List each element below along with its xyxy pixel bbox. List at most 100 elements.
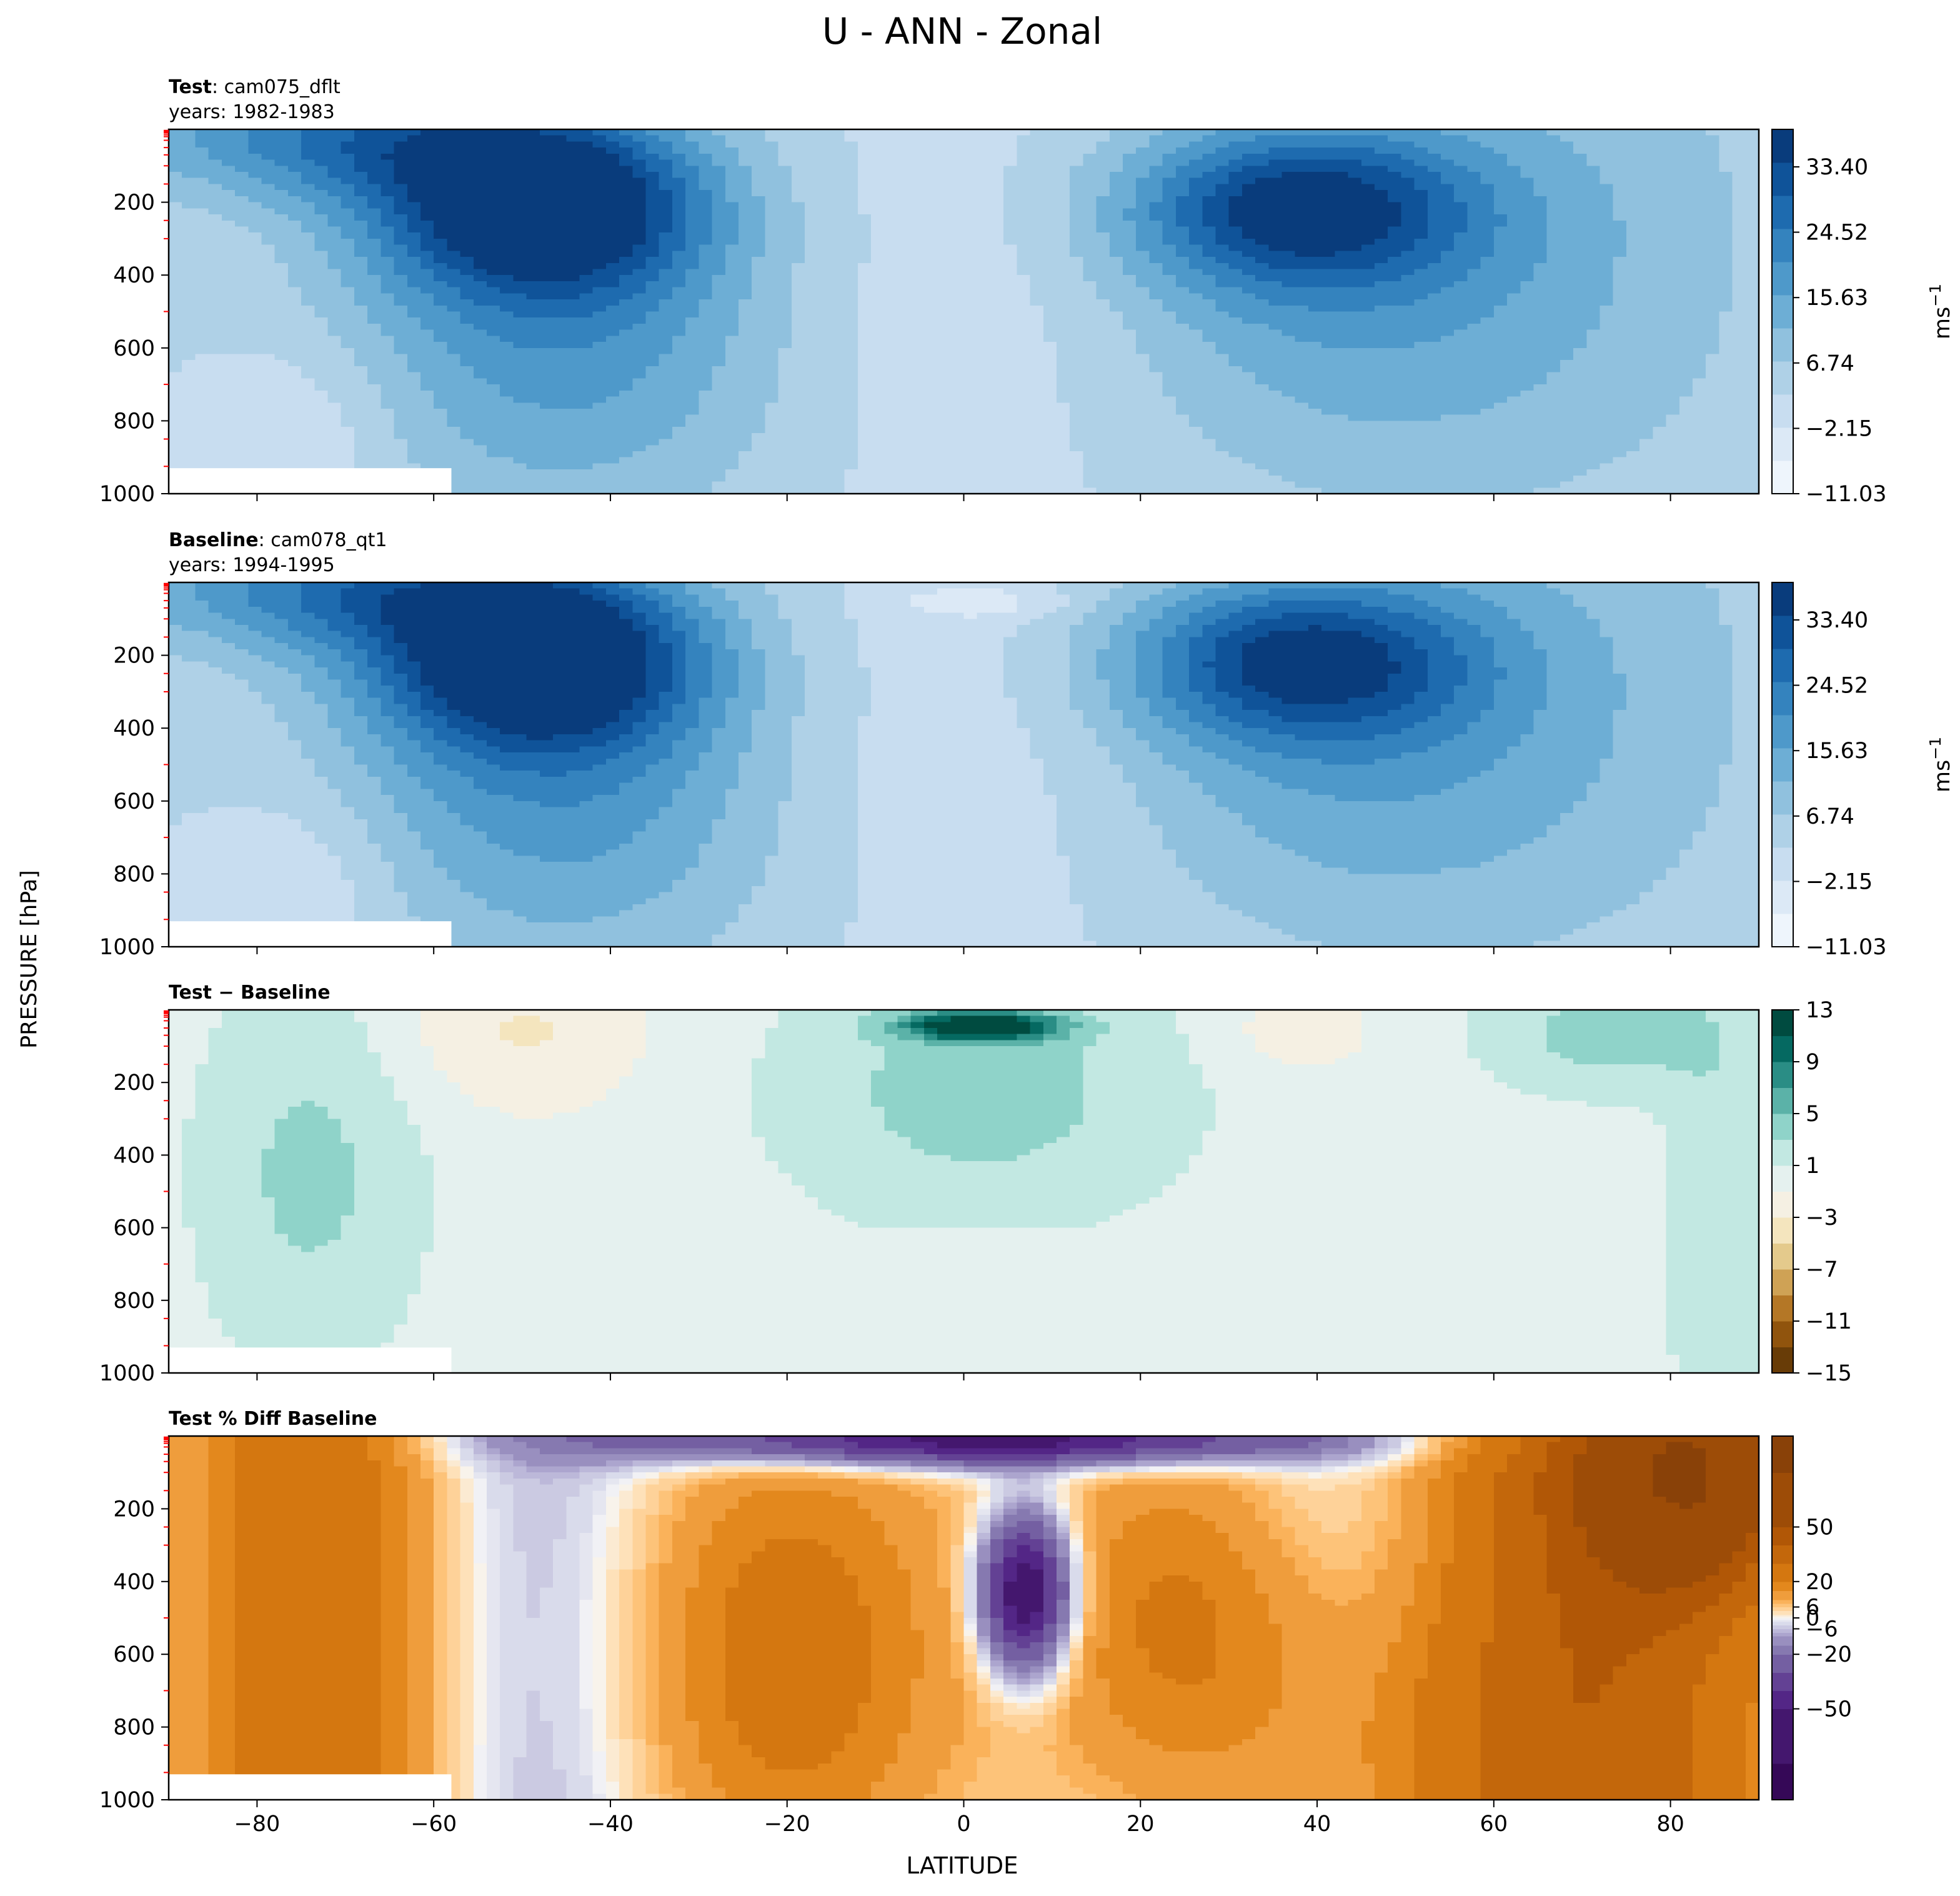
- heatmap-cell: [712, 196, 726, 203]
- heatmap-cell: [1732, 190, 1746, 197]
- heatmap-cell: [579, 184, 594, 191]
- heatmap-cell: [791, 251, 805, 257]
- heatmap-cell: [738, 281, 752, 288]
- heatmap-cell: [1626, 299, 1640, 306]
- heatmap-cell: [1639, 305, 1653, 312]
- heatmap-cell: [1586, 220, 1601, 227]
- heatmap-cell: [1626, 275, 1640, 282]
- heatmap-cell: [261, 323, 276, 331]
- heatmap-cell: [1070, 305, 1083, 312]
- heatmap-cell: [566, 257, 580, 264]
- heatmap-cell: [1454, 202, 1468, 209]
- heatmap-cell: [1070, 275, 1083, 282]
- heatmap-cell: [539, 153, 554, 161]
- heatmap-cell: [473, 129, 487, 136]
- heatmap-cell: [1281, 196, 1296, 203]
- heatmap-cell: [910, 202, 925, 209]
- heatmap-cell: [354, 238, 368, 246]
- heatmap-cell: [1706, 159, 1719, 166]
- heatmap-cell: [1374, 214, 1388, 221]
- heatmap-cell: [1414, 287, 1428, 294]
- heatmap-cell: [1070, 129, 1083, 136]
- heatmap-cell: [871, 238, 885, 246]
- heatmap-cell: [605, 257, 620, 264]
- heatmap-cell: [314, 281, 329, 288]
- heatmap-cell: [1666, 293, 1680, 300]
- heatmap-cell: [539, 317, 554, 324]
- heatmap-cell: [1653, 281, 1667, 288]
- heatmap-cell: [1281, 311, 1296, 318]
- heatmap-cell: [659, 172, 673, 179]
- heatmap-cell: [738, 147, 752, 154]
- heatmap-cell: [553, 287, 567, 294]
- heatmap-cell: [977, 238, 991, 246]
- heatmap-cell: [725, 305, 739, 312]
- heatmap-cell: [1308, 184, 1322, 191]
- heatmap-cell: [1692, 147, 1706, 154]
- heatmap-cell: [1202, 262, 1216, 270]
- heatmap-cell: [1241, 177, 1256, 185]
- heatmap-cell: [619, 159, 633, 166]
- heatmap-cell: [553, 220, 567, 227]
- heatmap-cell: [420, 257, 434, 264]
- heatmap-cell: [1348, 141, 1362, 148]
- heatmap-cell: [1467, 244, 1481, 251]
- heatmap-cell: [460, 159, 474, 166]
- heatmap-cell: [513, 147, 527, 154]
- heatmap-cell: [725, 372, 739, 379]
- heatmap-cell: [1706, 232, 1719, 239]
- heatmap-cell: [367, 220, 381, 227]
- heatmap-cell: [208, 293, 222, 300]
- heatmap-cell: [394, 372, 408, 379]
- heatmap-cell: [579, 172, 594, 179]
- heatmap-cell: [1255, 196, 1269, 203]
- heatmap-cell: [287, 305, 302, 312]
- heatmap-cell: [539, 202, 554, 209]
- heatmap-cell: [1348, 147, 1362, 154]
- heatmap-cell: [261, 329, 276, 336]
- heatmap-cell: [1374, 262, 1388, 270]
- heatmap-cell: [381, 129, 395, 136]
- heatmap-cell: [738, 159, 752, 166]
- heatmap-cell: [1030, 172, 1044, 179]
- heatmap-cell: [1454, 269, 1468, 276]
- heatmap-cell: [487, 238, 500, 246]
- heatmap-cell: [1467, 366, 1481, 373]
- heatmap-cell: [274, 323, 289, 331]
- heatmap-cell: [1308, 287, 1322, 294]
- heatmap-cell: [1321, 172, 1335, 179]
- heatmap-cell: [500, 336, 514, 342]
- heatmap-cell: [1626, 360, 1640, 367]
- heatmap-cell: [725, 202, 739, 209]
- heatmap-cell: [473, 135, 487, 142]
- heatmap-cell: [301, 129, 315, 136]
- heatmap-cell: [712, 299, 726, 306]
- heatmap-cell: [434, 342, 447, 349]
- heatmap-cell: [645, 177, 660, 185]
- heatmap-cell: [1321, 299, 1335, 306]
- heatmap-cell: [1162, 202, 1176, 209]
- heatmap-cell: [460, 323, 474, 331]
- heatmap-cell: [1335, 342, 1349, 349]
- heatmap-cell: [1017, 262, 1031, 270]
- heatmap-cell: [844, 360, 858, 367]
- heatmap-cell: [1321, 287, 1335, 294]
- heatmap-cell: [1613, 244, 1627, 251]
- heatmap-cell: [592, 336, 607, 342]
- heatmap-cell: [381, 372, 395, 379]
- heatmap-cell: [1241, 342, 1256, 349]
- heatmap-cell: [884, 342, 898, 349]
- heatmap-cell: [937, 214, 951, 221]
- heatmap-cell: [605, 208, 620, 215]
- heatmap-cell: [884, 244, 898, 251]
- heatmap-cell: [169, 147, 182, 154]
- heatmap-cell: [394, 366, 408, 373]
- heatmap-cell: [579, 305, 594, 312]
- heatmap-cell: [1732, 262, 1746, 270]
- heatmap-cell: [1241, 366, 1256, 373]
- heatmap-cell: [1255, 232, 1269, 239]
- heatmap-cell: [1295, 336, 1309, 342]
- heatmap-cell: [1719, 262, 1733, 270]
- heatmap-cell: [1348, 311, 1362, 318]
- heatmap-cell: [1056, 311, 1070, 318]
